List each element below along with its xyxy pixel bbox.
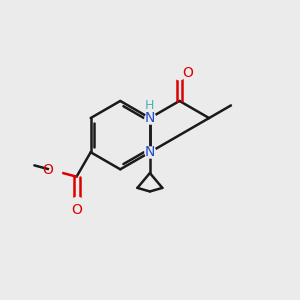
Text: O: O [43, 163, 53, 177]
Text: O: O [182, 66, 193, 80]
Text: N: N [145, 145, 155, 159]
Text: H: H [145, 99, 154, 112]
Text: N: N [145, 111, 155, 125]
Text: O: O [71, 203, 82, 217]
